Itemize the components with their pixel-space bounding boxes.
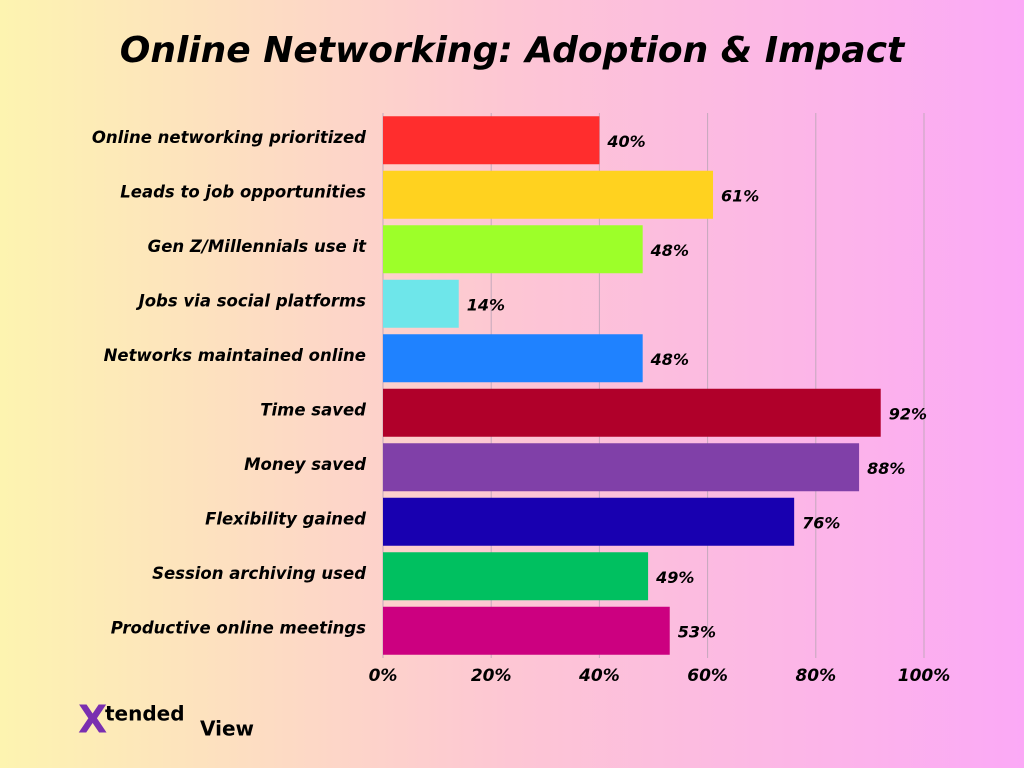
y-tick-label: Productive online meetings (111, 618, 366, 637)
value-label: 40% (606, 132, 645, 151)
y-tick-label: Online networking prioritized (92, 128, 366, 147)
bar (383, 170, 714, 219)
value-label: 53% (678, 622, 716, 641)
value-label: 92% (889, 404, 927, 423)
x-tick-label: 100% (898, 666, 951, 686)
bar (383, 497, 795, 546)
x-tick-label: 80% (795, 666, 836, 686)
value-label: 76% (802, 513, 840, 532)
chart-title: Online Networking: Adoption & Impact (120, 30, 906, 71)
brand-text: View (200, 717, 254, 741)
y-tick-label: Session archiving used (152, 564, 366, 583)
brand-logo: X tended View (78, 698, 254, 742)
value-label: 48% (650, 241, 689, 260)
y-tick-label: Flexibility gained (205, 509, 366, 528)
x-tick-label: 60% (687, 666, 728, 686)
y-tick-label: Gen Z/Millennials use it (148, 237, 367, 256)
value-label: 14% (467, 295, 505, 314)
bar (383, 552, 649, 601)
x-tick-label: 0% (369, 666, 398, 686)
value-label: 49% (655, 568, 694, 587)
y-tick-label: Jobs via social platforms (136, 291, 367, 310)
value-label: 88% (867, 459, 905, 478)
bar (383, 388, 881, 437)
bar (383, 443, 860, 492)
value-label: 61% (721, 186, 759, 205)
value-label: 48% (650, 350, 689, 369)
brand-mark: X (78, 698, 107, 742)
bar (383, 606, 670, 655)
bar (383, 279, 459, 328)
x-tick-label: 20% (471, 666, 512, 686)
y-tick-label: Networks maintained online (104, 346, 366, 365)
bar (383, 334, 643, 383)
brand-text: tended (105, 702, 185, 726)
y-tick-label: Leads to job opportunities (120, 182, 366, 201)
x-tick-label: 40% (578, 666, 620, 686)
y-tick-label: Money saved (244, 455, 366, 474)
bar (383, 116, 600, 165)
y-tick-label: Time saved (260, 400, 366, 419)
bar (383, 225, 643, 274)
